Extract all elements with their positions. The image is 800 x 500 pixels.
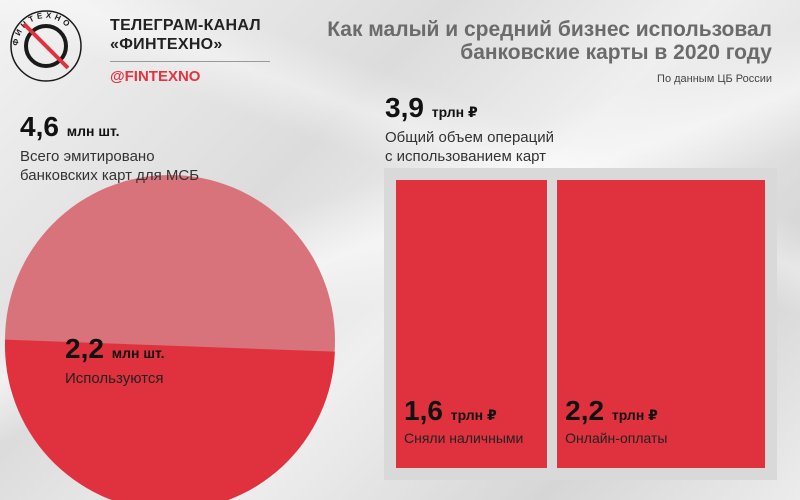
pie-slice-number: 2,2 xyxy=(65,333,104,364)
pie-total-number: 4,6 xyxy=(20,111,59,142)
bar-part-cash-number: 1,6 xyxy=(404,395,443,426)
channel-name-line2: «ФИНТЕХНО» xyxy=(110,36,223,53)
pie-total-label: 4,6 млн шт. Всего эмитировано банковских… xyxy=(20,112,340,185)
headline-title-line2: банковские карты в 2020 году xyxy=(460,41,772,64)
pie-total-desc-line2: банковских карт для МСБ xyxy=(20,167,200,184)
channel-divider xyxy=(110,61,270,62)
bar-part-cash-desc: Сняли наличными xyxy=(404,430,524,446)
headline-source: По данным ЦБ России xyxy=(657,73,772,85)
headline: Как малый и средний бизнес использовал б… xyxy=(292,18,772,85)
bar-part-online-desc: Онлайн-оплаты xyxy=(565,430,668,446)
pie-total-desc-line1: Всего эмитировано xyxy=(20,148,155,165)
bar-part-cash-unit: трлн ₽ xyxy=(450,407,497,423)
bar-part-cash xyxy=(396,180,548,468)
bar-total-number: 3,9 xyxy=(385,92,424,123)
operations-breakdown: 1,6 трлн ₽ Сняли наличными 2,2 трлн ₽ Он… xyxy=(384,168,777,480)
pie-slice-value: 2,2 млн шт. xyxy=(65,334,165,368)
bar-part-online-unit: трлн ₽ xyxy=(611,407,658,423)
pie-slice-unit: млн шт. xyxy=(111,345,165,361)
bar-part-online-number: 2,2 xyxy=(565,395,605,426)
bar-total-desc-line2: с использованием карт xyxy=(385,148,547,165)
pie-slice-used xyxy=(5,339,335,500)
headline-title-line1: Как малый и средний бизнес использовал xyxy=(327,18,772,41)
channel-handle[interactable]: @FINTEXNO xyxy=(110,68,201,85)
bar-part-online xyxy=(557,180,765,468)
fintexno-logo: ФИНТЕХНО xyxy=(10,10,82,82)
bar-part-cash-label: 1,6 трлн ₽ Сняли наличными xyxy=(404,396,523,447)
bar-part-online-value: 2,2 трлн ₽ xyxy=(565,396,667,430)
bar-total-value: 3,9 трлн ₽ xyxy=(385,93,554,127)
bar-part-cash-value: 1,6 трлн ₽ xyxy=(404,396,523,430)
bar-total-label: 3,9 трлн ₽ Общий объем операций с исполь… xyxy=(385,93,554,166)
bar-total-desc-line1: Общий объем операций xyxy=(385,129,554,146)
pie-slice-label: 2,2 млн шт. Используются xyxy=(65,334,165,388)
pie-total-value: 4,6 млн шт. xyxy=(20,112,340,146)
channel-block: ТЕЛЕГРАМ-КАНАЛ «ФИНТЕХНО» @FINTEXNO xyxy=(110,16,270,85)
channel-name-line1: ТЕЛЕГРАМ-КАНАЛ xyxy=(110,17,261,34)
bar-total-unit: трлн ₽ xyxy=(431,104,478,120)
pie-slice-desc: Используются xyxy=(65,370,164,387)
pie-total-unit: млн шт. xyxy=(66,123,120,139)
bar-part-online-label: 2,2 трлн ₽ Онлайн-оплаты xyxy=(565,396,667,447)
